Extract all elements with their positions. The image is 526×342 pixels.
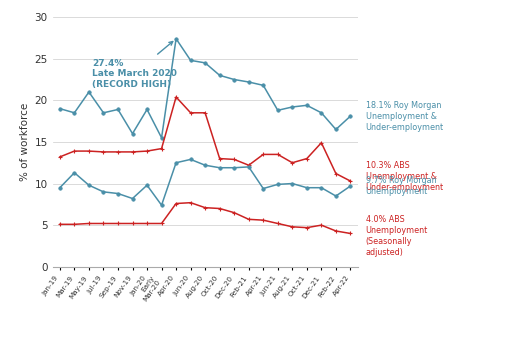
Text: 18.1% Roy Morgan
Unemployment &
Under-employment: 18.1% Roy Morgan Unemployment & Under-em… <box>366 101 444 132</box>
Text: 9.7% Roy Morgan
Unemployment: 9.7% Roy Morgan Unemployment <box>366 176 436 196</box>
Text: 27.4%
Late March 2020
(RECORD HIGH): 27.4% Late March 2020 (RECORD HIGH) <box>92 41 177 89</box>
Text: 4.0% ABS
Unemployment
(Seasonally
adjusted): 4.0% ABS Unemployment (Seasonally adjust… <box>366 215 428 257</box>
Text: 10.3% ABS
Unemployment &
Under-employment: 10.3% ABS Unemployment & Under-employmen… <box>366 161 444 193</box>
Y-axis label: % of workforce: % of workforce <box>21 103 31 181</box>
